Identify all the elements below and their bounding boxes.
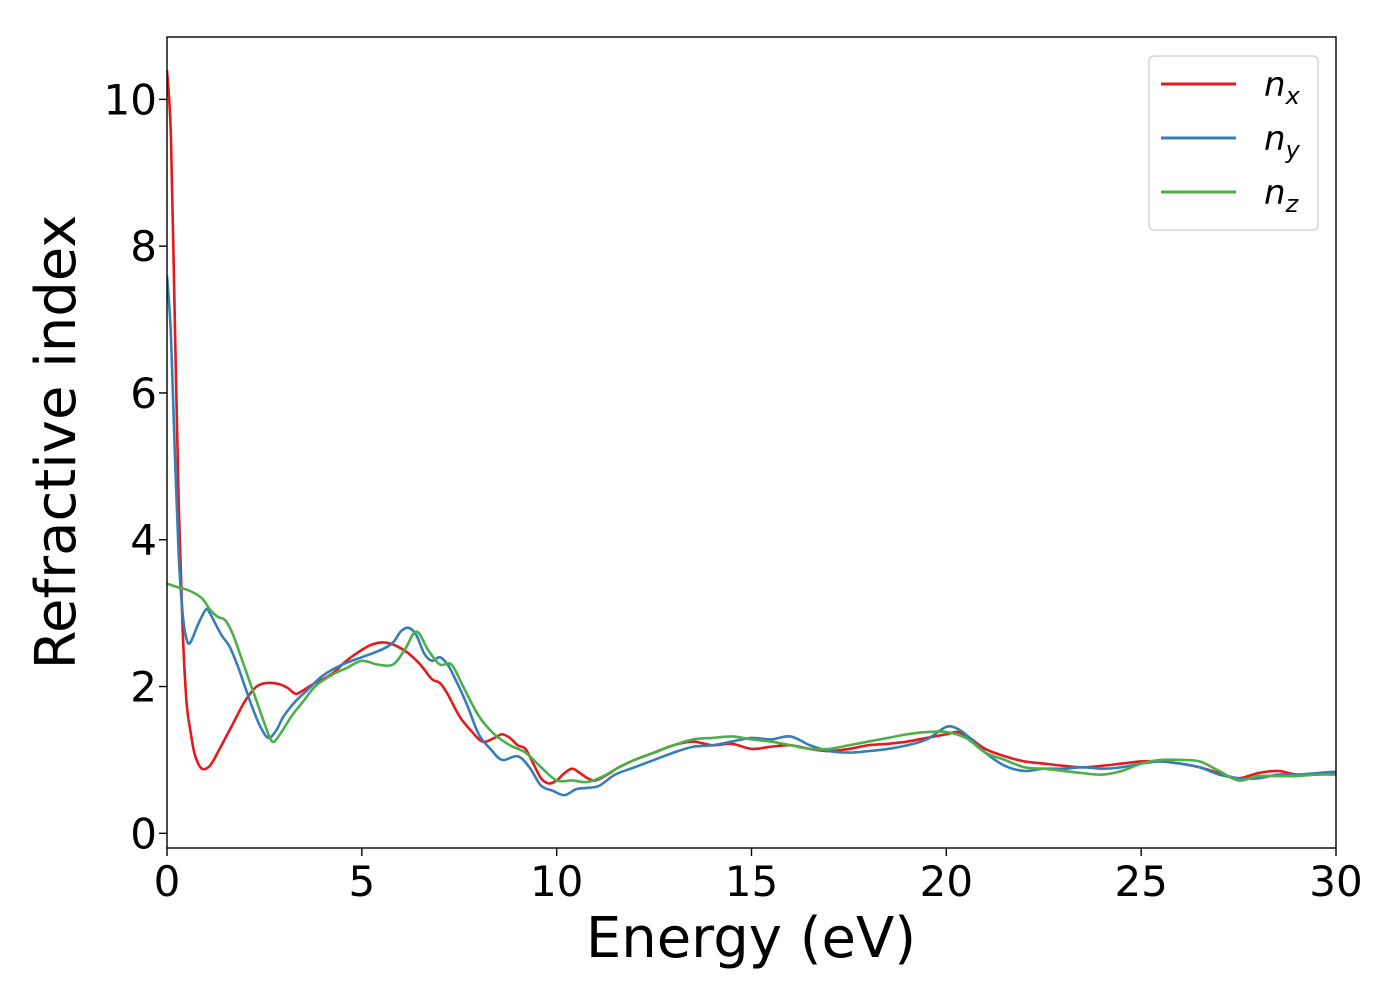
y-tick-label: 4: [130, 516, 157, 565]
legend-label-subscript: y: [1285, 136, 1301, 164]
x-tick-label: 25: [1114, 857, 1167, 906]
legend-label-nz: nz: [1264, 173, 1300, 218]
x-axis-ticks: 0 5 10 15 20 25 30: [154, 848, 1363, 906]
legend-label-subscript: z: [1285, 190, 1300, 218]
y-tick-label: 0: [130, 809, 157, 858]
x-tick-label: 5: [348, 857, 375, 906]
legend-label-subscript: x: [1285, 82, 1301, 110]
x-tick-label: 30: [1309, 857, 1362, 906]
y-axis-label: Refractive index: [24, 215, 89, 670]
series-line-nz: [167, 582, 1336, 784]
series-line-nx: [167, 69, 1336, 785]
y-tick-label: 10: [104, 75, 157, 124]
legend-label-nx: nx: [1264, 65, 1301, 110]
y-tick-label: 6: [130, 369, 157, 418]
legend-box: [1148, 55, 1319, 231]
series-line-ny: [167, 275, 1336, 797]
x-tick-label: 20: [920, 857, 973, 906]
legend-label-ny: ny: [1264, 119, 1301, 164]
y-tick-label: 8: [130, 222, 157, 271]
y-tick-label: 2: [130, 663, 157, 712]
x-tick-label: 0: [154, 857, 181, 906]
series-layer: [167, 69, 1336, 797]
legend-label-base: n: [1264, 119, 1286, 159]
x-tick-label: 15: [725, 857, 778, 906]
x-axis-label: Energy (eV): [586, 906, 916, 971]
legend-label-base: n: [1264, 65, 1286, 105]
x-tick-label: 10: [530, 857, 583, 906]
y-axis-ticks: 0 2 4 6 8 10: [104, 75, 167, 858]
legend-label-base: n: [1264, 173, 1286, 213]
